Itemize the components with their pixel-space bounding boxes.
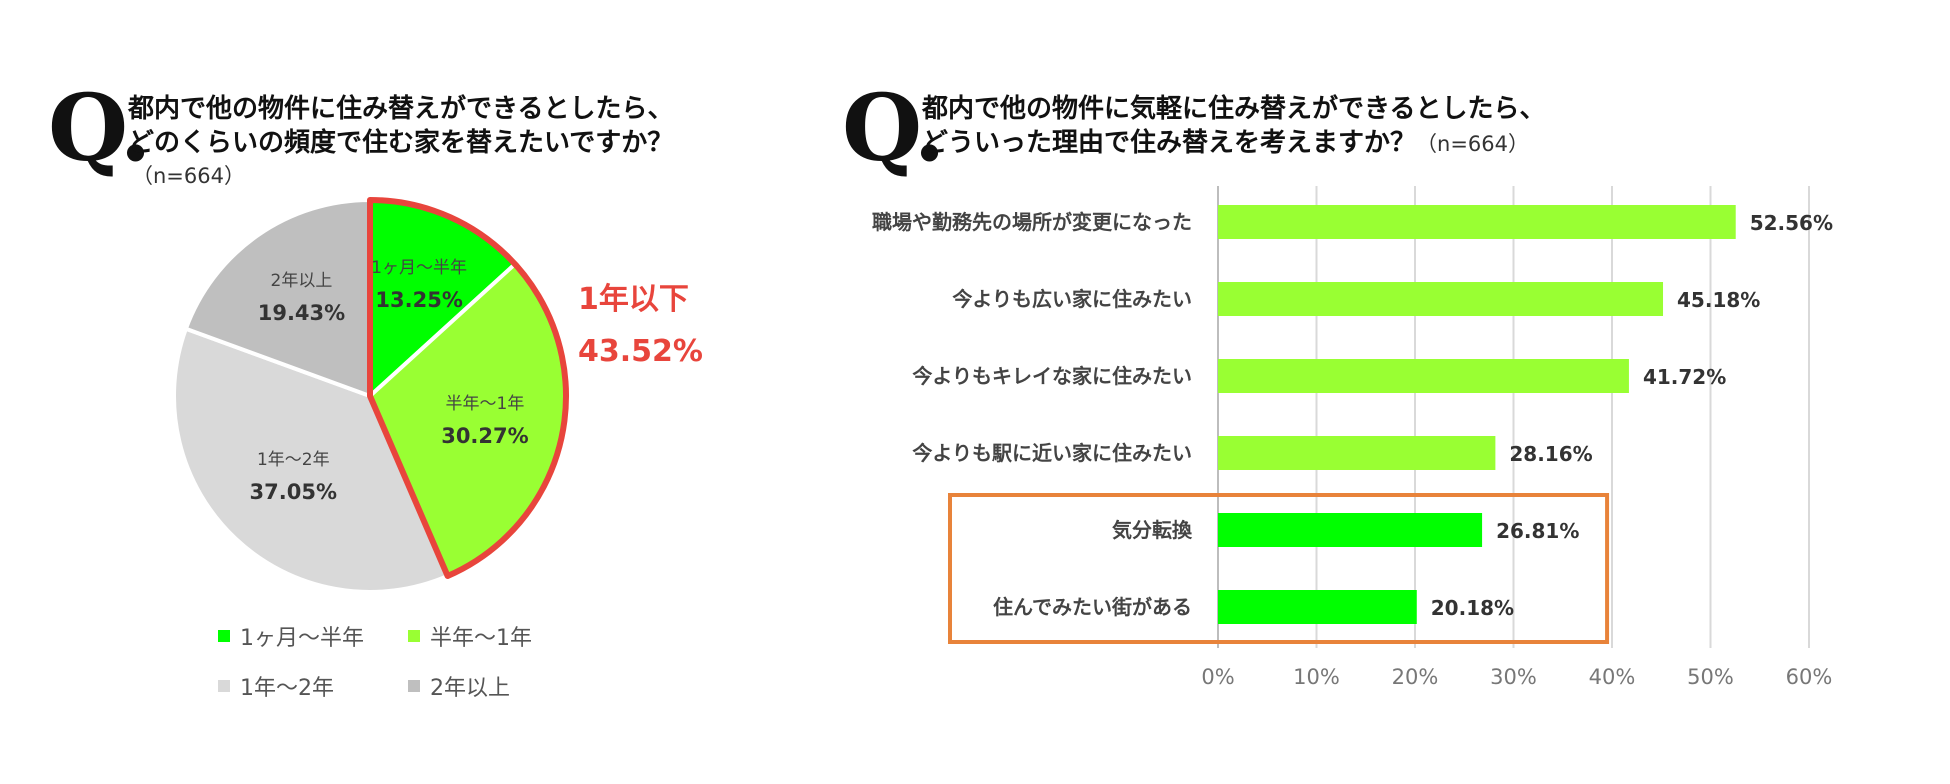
bar <box>1218 359 1629 393</box>
legend-label: 1年～2年 <box>240 676 334 701</box>
category-label: 今よりも広い家に住みたい <box>952 287 1192 311</box>
question-title: 都内で他の物件に住み替えができるとしたら、 どのくらいの頻度で住む家を替えたいで… <box>128 92 673 160</box>
pie-legend: 1ヶ月～半年 半年～1年 1年～2年 2年以上 <box>218 620 778 702</box>
category-label: 今よりもキレイな家に住みたい <box>912 364 1192 388</box>
slice-category-label: 2年以上 <box>271 271 333 291</box>
callout-value: 43.52% <box>578 334 703 369</box>
x-tick-label: 10% <box>1293 665 1340 689</box>
question-line-1: 都内で他の物件に気軽に住み替えができるとしたら、 <box>922 94 1546 124</box>
legend-label: 半年～1年 <box>430 626 532 651</box>
legend-swatch <box>218 680 230 692</box>
q-mark: Q. <box>842 74 946 182</box>
callout-label: 1年以下 <box>578 282 689 317</box>
x-tick-label: 20% <box>1392 665 1439 689</box>
category-label: 今よりも駅に近い家に住みたい <box>912 441 1192 465</box>
legend-item: 1年～2年 <box>218 670 408 702</box>
q-mark: Q. <box>48 74 152 182</box>
category-label: 住んでみたい街がある <box>993 595 1192 619</box>
slice-category-label: 1ヶ月～半年 <box>371 258 467 278</box>
bar-chart-panel: Q. 都内で他の物件に気軽に住み替えができるとしたら、 どういった理由で住み替え… <box>820 0 1950 784</box>
legend-swatch <box>408 680 420 692</box>
callout-outline <box>367 197 569 579</box>
x-tick-label: 50% <box>1687 665 1734 689</box>
pie-chart-panel: Q. 都内で他の物件に住み替えができるとしたら、 どのくらいの頻度で住む家を替え… <box>0 0 820 784</box>
bar-chart: 0% 10% 20% 30% 40% 50% 60% 職場や勤務先の場所が変更になった 52.5… <box>872 186 1833 689</box>
legend-swatch <box>408 630 420 642</box>
slice-value-label: 13.25% <box>375 288 462 312</box>
slice-value-label: 30.27% <box>441 424 528 448</box>
slice-value-label: 19.43% <box>258 301 345 325</box>
legend-label: 1ヶ月～半年 <box>240 626 364 651</box>
legend-item: 1ヶ月～半年 <box>218 620 408 652</box>
value-label: 52.56% <box>1750 211 1833 235</box>
bar <box>1218 205 1736 239</box>
value-label: 45.18% <box>1677 288 1760 312</box>
x-tick-label: 60% <box>1786 665 1833 689</box>
pie-slice <box>172 326 450 594</box>
category-label: 職場や勤務先の場所が変更になった <box>872 210 1192 234</box>
value-label: 26.81% <box>1496 519 1579 543</box>
bar <box>1218 513 1483 547</box>
question-line-2-text: どういった理由で住み替えを考えますか？ <box>922 128 1417 158</box>
value-label: 41.72% <box>1643 365 1726 389</box>
legend-label: 2年以上 <box>430 676 510 701</box>
sample-size: （n=664） <box>132 164 245 188</box>
bar <box>1218 282 1664 316</box>
question-line-1: 都内で他の物件に住み替えができるとしたら、 <box>128 94 674 124</box>
legend-item: 半年～1年 <box>408 620 598 652</box>
value-label: 28.16% <box>1509 442 1592 466</box>
x-tick-label: 40% <box>1589 665 1636 689</box>
pie-slice <box>183 198 372 398</box>
x-tick-label: 0% <box>1201 665 1234 689</box>
legend-swatch <box>218 630 230 642</box>
bar <box>1218 436 1496 470</box>
highlight-box <box>948 493 1610 644</box>
slice-category-label: 半年～1年 <box>446 394 525 414</box>
legend-item: 2年以上 <box>408 670 598 702</box>
pie-chart: 1ヶ月～半年 13.25% 半年～1年 30.27% 1年～2年 37.05% 2年以上 19… <box>172 197 569 594</box>
question-title: 都内で他の物件に気軽に住み替えができるとしたら、 どういった理由で住み替えを考え… <box>922 92 1545 161</box>
value-label: 20.18% <box>1431 596 1514 620</box>
slice-category-label: 1年～2年 <box>257 450 330 470</box>
question-line-2: どのくらいの頻度で住む家を替えたいですか？ <box>128 128 674 158</box>
category-label: 気分転換 <box>1112 518 1193 542</box>
question-line-2: どういった理由で住み替えを考えますか？（n=664） <box>922 126 1545 161</box>
sample-size: （n=664） <box>1416 132 1530 156</box>
slice-value-label: 37.05% <box>250 480 337 504</box>
x-tick-label: 30% <box>1490 665 1537 689</box>
bar <box>1218 590 1417 624</box>
